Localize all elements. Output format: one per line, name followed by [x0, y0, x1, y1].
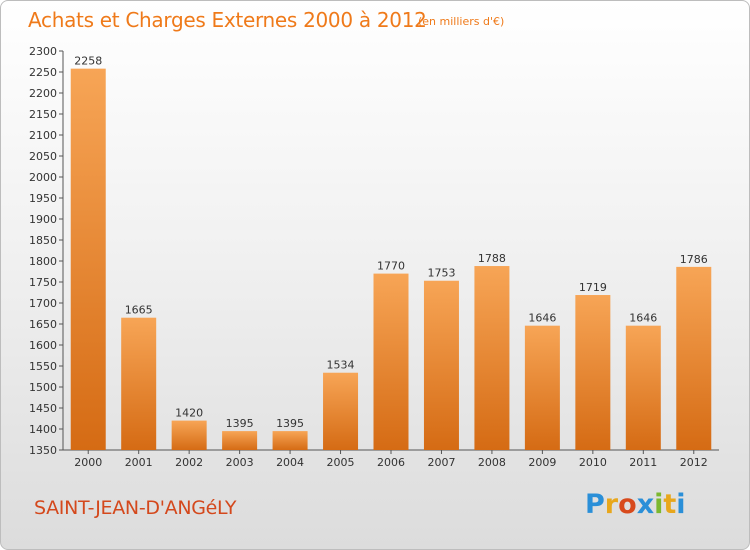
bar: [323, 372, 359, 450]
logo-letter: P: [585, 489, 605, 520]
bar: [423, 280, 459, 450]
y-tick-label: 1500: [29, 381, 57, 394]
logo-letter: i: [654, 489, 664, 520]
commune-name: SAINT-JEAN-D'ANGéLY: [34, 497, 237, 519]
bar: [222, 431, 258, 450]
y-tick-label: 2100: [29, 129, 57, 142]
bar-value-label: 1420: [175, 407, 203, 420]
bar-value-label: 2258: [74, 55, 102, 68]
y-tick-label: 1400: [29, 423, 57, 436]
y-tick-label: 1450: [29, 402, 57, 415]
x-tick-label: 2008: [478, 456, 506, 469]
bar: [524, 325, 560, 450]
bar-value-label: 1719: [579, 281, 607, 294]
bar: [474, 266, 510, 450]
x-tick-label: 2005: [327, 456, 355, 469]
y-tick-label: 1850: [29, 234, 57, 247]
y-tick-label: 1800: [29, 255, 57, 268]
x-tick-label: 2003: [226, 456, 254, 469]
bar-value-label: 1646: [629, 312, 657, 325]
bar-value-label: 1395: [276, 417, 304, 430]
bar: [676, 266, 712, 450]
proxiti-logo: Proxiti: [585, 489, 686, 520]
y-tick-label: 2300: [29, 45, 57, 58]
x-tick-label: 2011: [629, 456, 657, 469]
y-tick-label: 2050: [29, 150, 57, 163]
logo-letter: t: [663, 489, 677, 520]
logo-letter: o: [618, 489, 637, 520]
chart-title: Achats et Charges Externes 2000 à 2012: [28, 8, 427, 32]
y-tick-label: 1900: [29, 213, 57, 226]
bar-value-label: 1395: [226, 417, 254, 430]
logo-letter: x: [636, 489, 655, 520]
bar: [70, 68, 106, 450]
bar-value-label: 1788: [478, 252, 506, 265]
y-tick-label: 2250: [29, 66, 57, 79]
bar-value-label: 1646: [528, 312, 556, 325]
chart-subtitle: (en milliers d'€): [418, 15, 505, 28]
y-tick-label: 1550: [29, 360, 57, 373]
x-tick-label: 2006: [377, 456, 405, 469]
bar: [575, 295, 611, 450]
x-tick-label: 2007: [427, 456, 455, 469]
x-tick-label: 2010: [579, 456, 607, 469]
x-tick-label: 2001: [125, 456, 153, 469]
y-tick-label: 1600: [29, 339, 57, 352]
logo-letter: r: [604, 489, 619, 520]
x-tick-label: 2012: [680, 456, 708, 469]
bar-value-label: 1770: [377, 260, 405, 273]
bar-value-label: 1534: [327, 359, 355, 372]
y-tick-label: 2000: [29, 171, 57, 184]
y-tick-label: 2200: [29, 87, 57, 100]
y-tick-label: 1350: [29, 444, 57, 457]
x-tick-label: 2009: [528, 456, 556, 469]
x-tick-label: 2000: [74, 456, 102, 469]
x-tick-label: 2002: [175, 456, 203, 469]
bar: [171, 420, 207, 450]
bar: [373, 273, 409, 450]
bar-value-label: 1786: [680, 253, 708, 266]
logo-letter: i: [676, 489, 686, 520]
x-tick-label: 2004: [276, 456, 304, 469]
bar: [121, 317, 157, 450]
y-tick-label: 1950: [29, 192, 57, 205]
y-tick-label: 1700: [29, 297, 57, 310]
bar: [272, 431, 308, 450]
bar: [625, 325, 661, 450]
y-tick-label: 1650: [29, 318, 57, 331]
bar-value-label: 1665: [125, 304, 153, 317]
y-tick-label: 2150: [29, 108, 57, 121]
bar-value-label: 1753: [427, 267, 455, 280]
y-tick-label: 1750: [29, 276, 57, 289]
